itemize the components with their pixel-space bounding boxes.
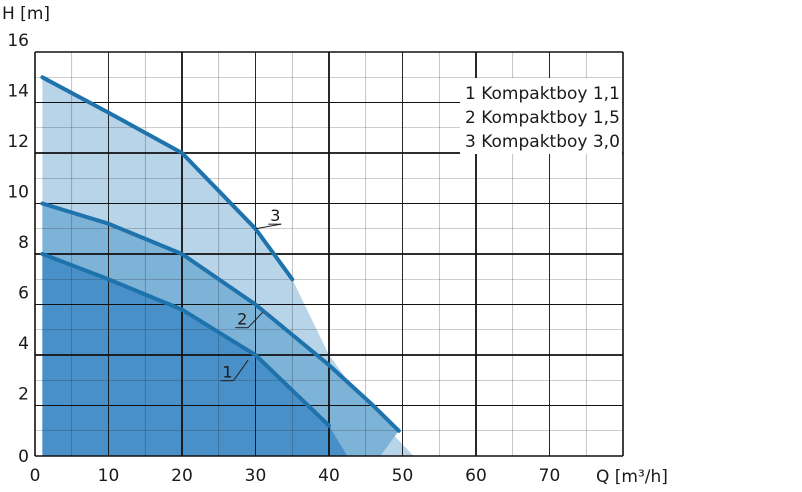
y-axis-label: H [m] — [2, 4, 50, 24]
y-tick-label: 2 — [18, 385, 29, 405]
legend-entry-1: 1 Kompaktboy 1,1 — [465, 84, 620, 104]
curve-label-leader — [255, 223, 282, 230]
x-axis-label: Q [m³/h] — [596, 467, 668, 487]
x-tick-label: 30 — [245, 466, 267, 486]
curve-label-2: 2 — [237, 310, 247, 329]
legend-entry-2: 2 Kompaktboy 1,5 — [465, 108, 620, 128]
series-line-2 — [40, 201, 401, 433]
y-tick-label: 14 — [7, 82, 29, 102]
y-tick-label: 4 — [18, 334, 29, 354]
series-line-1 — [40, 252, 331, 428]
series-areas — [42, 77, 414, 457]
legend: 1 Kompaktboy 1,1 2 Kompaktboy 1,5 3 Komp… — [460, 78, 622, 154]
x-tick-label: 20 — [171, 466, 193, 486]
y-tick-label: 12 — [7, 132, 29, 152]
x-tick-label: 10 — [98, 466, 120, 486]
x-tick-label: 40 — [318, 466, 340, 486]
curve-label-pointers: 3 2 1 — [220, 206, 282, 382]
y-tick-label: 16 — [7, 31, 29, 51]
curve-label-leader — [247, 311, 264, 329]
legend-background — [460, 78, 622, 154]
x-tick-label: 70 — [539, 466, 561, 486]
curve-label-1: 1 — [222, 363, 232, 382]
y-tick-label: 6 — [18, 284, 29, 304]
series-line-3 — [40, 75, 295, 282]
y-tick-label: 8 — [18, 233, 29, 253]
y-tick-label: 10 — [7, 183, 29, 203]
x-tick-label: 50 — [392, 466, 414, 486]
y-tick-label: 0 — [18, 447, 29, 467]
series-lines — [40, 75, 401, 433]
curve-label-leader — [233, 359, 249, 382]
x-tick-label: 0 — [30, 466, 41, 486]
legend-entry-3: 3 Kompaktboy 3,0 — [465, 132, 620, 152]
curve-label-3: 3 — [270, 206, 280, 225]
x-tick-label: 60 — [465, 466, 487, 486]
